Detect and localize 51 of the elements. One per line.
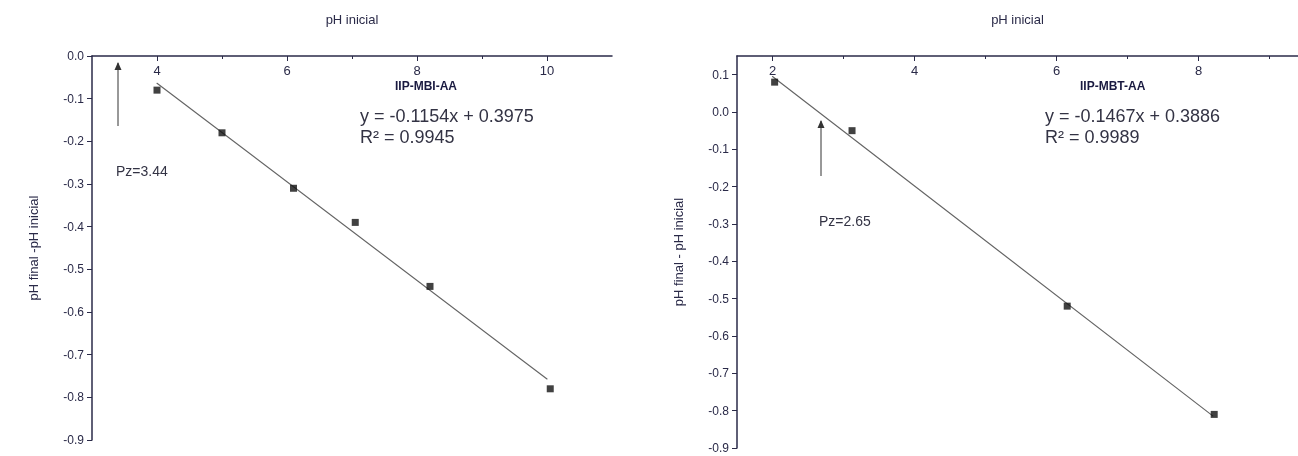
y-tick-label: -0.7 [708,366,730,381]
y-tick-label: 0.0 [712,105,730,119]
annotation: R² = 0.9989 [1045,127,1140,147]
x-tick-label: 2 [768,63,777,78]
y-tick-label: -0.9 [708,441,730,455]
y-axis-title: pH final - pH inicial [671,197,686,307]
x-axis-title: pH inicial [991,12,1044,27]
y-tick-label: -0.3 [63,177,85,191]
y-tick-label: -0.8 [708,403,730,418]
y-axis-title: pH final -pH inicial [26,195,41,301]
y-tick-label: -0.5 [708,291,730,306]
point [426,282,434,290]
y-tick-label: 0.1 [712,67,730,82]
annotation: Pz=3.44 [116,163,168,179]
point [1063,302,1071,310]
y-tick-label: -0.6 [708,329,730,343]
point [546,385,554,393]
x-tick-label: 4 [910,63,919,78]
y-tick-label: -0.8 [63,390,85,405]
x-tick-label: 6 [1052,63,1061,78]
annotation: R² = 0.9945 [360,127,455,147]
point [290,184,297,192]
y-tick-label: -0.7 [63,347,85,362]
annotation: Pz=2.65 [819,213,871,229]
y-tick-label: -0.1 [708,142,730,157]
y-tick-label: -0.4 [63,219,85,234]
point [771,78,779,86]
annotation: y = -0.1467x + 0.3886 [1045,106,1221,126]
y-tick-label: -0.9 [63,433,85,447]
x-tick-label: 6 [283,63,291,78]
point [1210,410,1218,418]
point [218,129,226,137]
annotation: y = -0.1154x + 0.3975 [360,106,534,126]
y-tick-label: -0.3 [708,217,730,231]
point [848,127,856,135]
annotation: IIP-MBI-AA [395,79,458,93]
x-tick-label: 4 [153,63,161,78]
y-tick-label: -0.2 [708,179,730,194]
y-tick-label: -0.2 [63,134,85,149]
point [153,86,161,94]
x-tick-label: 8 [413,63,421,78]
x-axis-title: pH inicial [325,12,379,27]
y-tick-label: -0.5 [63,262,85,277]
point [351,218,359,226]
y-tick-label: -0.6 [63,305,85,319]
y-tick-label: 0.0 [67,49,85,63]
y-tick-label: -0.1 [63,91,85,106]
annotation: IIP-MBT-AA [1080,79,1146,93]
x-tick-label: 10 [539,63,555,78]
x-tick-label: 8 [1194,63,1203,78]
y-tick-label: -0.4 [708,254,730,269]
